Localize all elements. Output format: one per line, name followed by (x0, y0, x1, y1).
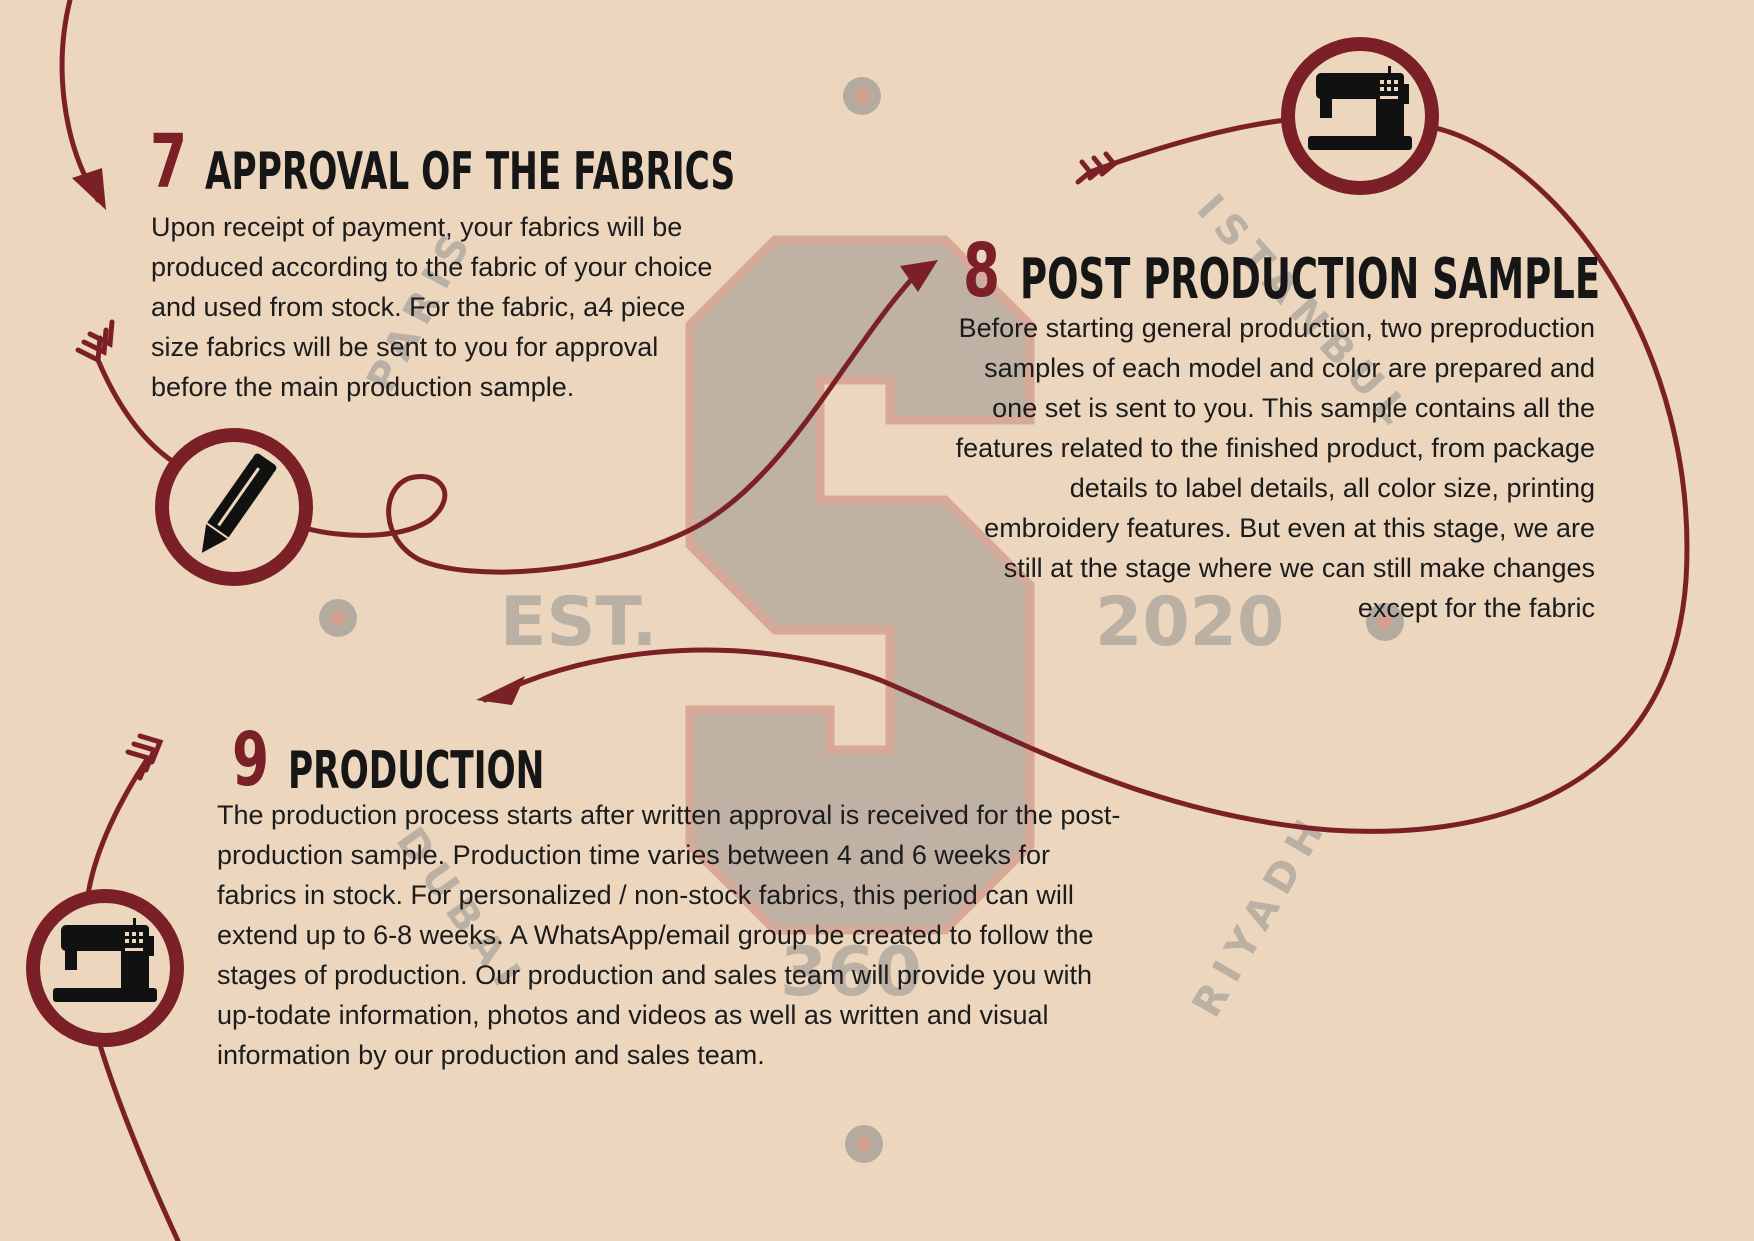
watermark-est: EST. (500, 583, 657, 662)
arrow-head-step8 (900, 260, 938, 292)
step-body: The production process starts after writ… (217, 800, 1121, 1070)
step-title: Approval of the fabrics (205, 142, 736, 202)
sewing-machine-icon (1281, 37, 1439, 195)
connector-fletch-to-machine-left (85, 755, 151, 898)
fletch-step7 (75, 319, 115, 364)
connector-top-left (59, 0, 101, 203)
watermark-number: 360 (780, 933, 922, 1012)
sewing-machine-icon (26, 889, 184, 1047)
step-body: Before starting general production, two … (955, 313, 1595, 623)
watermark-year: 2020 (1095, 583, 1284, 662)
connector-fletch-to-machine-top (1087, 117, 1289, 175)
badge-machine-top (1280, 36, 1440, 201)
step-number: 9 (232, 717, 270, 803)
connector-fletch-to-pencil (95, 357, 178, 466)
step-number: 8 (963, 228, 1001, 314)
badge-pencil (155, 428, 313, 591)
badge-machine-left (25, 888, 185, 1053)
step-title: Post production sample (1020, 247, 1601, 312)
fletch-step9 (125, 733, 164, 781)
step-body: Upon receipt of payment, your fabrics wi… (151, 212, 713, 402)
arrow-head-top-left (72, 168, 106, 210)
pencil-icon (155, 428, 313, 586)
watermark-letter-s (685, 235, 1035, 935)
fletch-step8 (1075, 151, 1118, 185)
arrow-head-step9 (476, 676, 525, 705)
connector-pencil-to-step8 (302, 262, 928, 575)
step-number: 7 (150, 119, 188, 205)
watermark-dots (319, 77, 1404, 1163)
connector-big-loop (482, 125, 1690, 834)
connector-bottom (97, 1042, 181, 1241)
step-title: Production (288, 741, 545, 801)
